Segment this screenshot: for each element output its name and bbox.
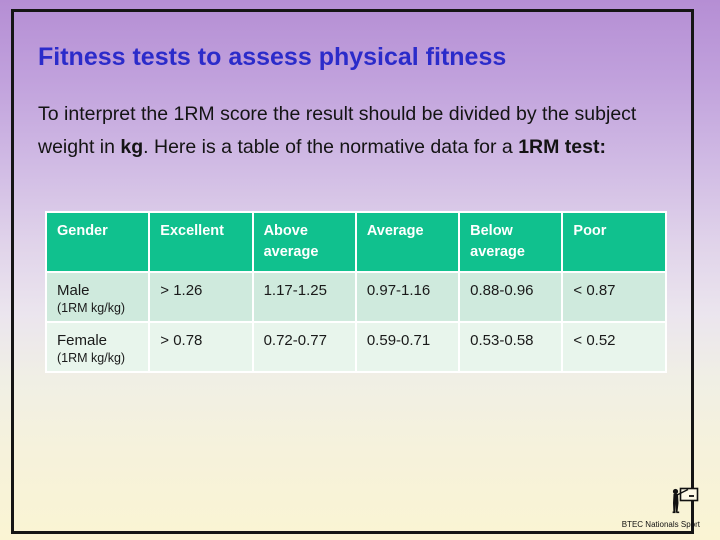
brand-footer: BTEC Nationals Sport bbox=[622, 485, 700, 529]
header-above-average: Above average bbox=[251, 211, 357, 273]
female-label: Female bbox=[57, 332, 108, 349]
female-excellent-value: > 0.78 bbox=[148, 321, 254, 373]
male-below-average-value: 0.88-0.96 bbox=[458, 271, 564, 323]
female-row-header: Female (1RM kg/kg) bbox=[44, 321, 151, 373]
female-sublabel: (1RM kg/kg) bbox=[57, 351, 126, 365]
intro-bold-1rm-test: 1RM test: bbox=[518, 135, 606, 158]
female-below-average-value: 0.53-0.58 bbox=[458, 321, 564, 373]
male-average-value: 0.97-1.16 bbox=[354, 271, 461, 323]
intro-bold-kg: kg bbox=[120, 135, 144, 158]
intro-text-1: To interpret the 1RM score the result sh… bbox=[38, 102, 637, 158]
header-below-average: Below average bbox=[458, 211, 564, 273]
male-excellent-value: > 1.26 bbox=[148, 271, 254, 323]
page-title: Fitness tests to assess physical fitness bbox=[38, 42, 507, 71]
intro-paragraph: To interpret the 1RM score the result sh… bbox=[38, 98, 650, 164]
female-average-value: 0.59-0.71 bbox=[354, 321, 461, 373]
male-label: Male bbox=[57, 282, 90, 299]
normative-data-table: Gender Excellent Above average Average B… bbox=[44, 211, 667, 373]
header-excellent: Excellent bbox=[148, 211, 254, 273]
male-above-average-value: 1.17-1.25 bbox=[251, 271, 357, 323]
header-gender: Gender bbox=[44, 211, 151, 273]
intro-text-2: . Here is a table of the normative data … bbox=[143, 135, 519, 158]
table-header-row: Gender Excellent Above average Average B… bbox=[44, 211, 667, 273]
header-poor: Poor bbox=[561, 211, 667, 273]
table-row-female: Female (1RM kg/kg) > 0.78 0.72-0.77 0.59… bbox=[44, 321, 667, 373]
header-average: Average bbox=[354, 211, 461, 273]
slide-border-frame bbox=[11, 9, 694, 534]
male-row-header: Male (1RM kg/kg) bbox=[44, 271, 151, 323]
female-poor-value: < 0.52 bbox=[561, 321, 667, 373]
table-row-male: Male (1RM kg/kg) > 1.26 1.17-1.25 0.97-1… bbox=[44, 271, 667, 323]
male-poor-value: < 0.87 bbox=[561, 271, 667, 323]
female-above-average-value: 0.72-0.77 bbox=[251, 321, 357, 373]
brand-text: BTEC Nationals Sport bbox=[621, 520, 700, 529]
presenter-at-whiteboard-icon bbox=[672, 487, 699, 514]
male-sublabel: (1RM kg/kg) bbox=[57, 301, 126, 315]
